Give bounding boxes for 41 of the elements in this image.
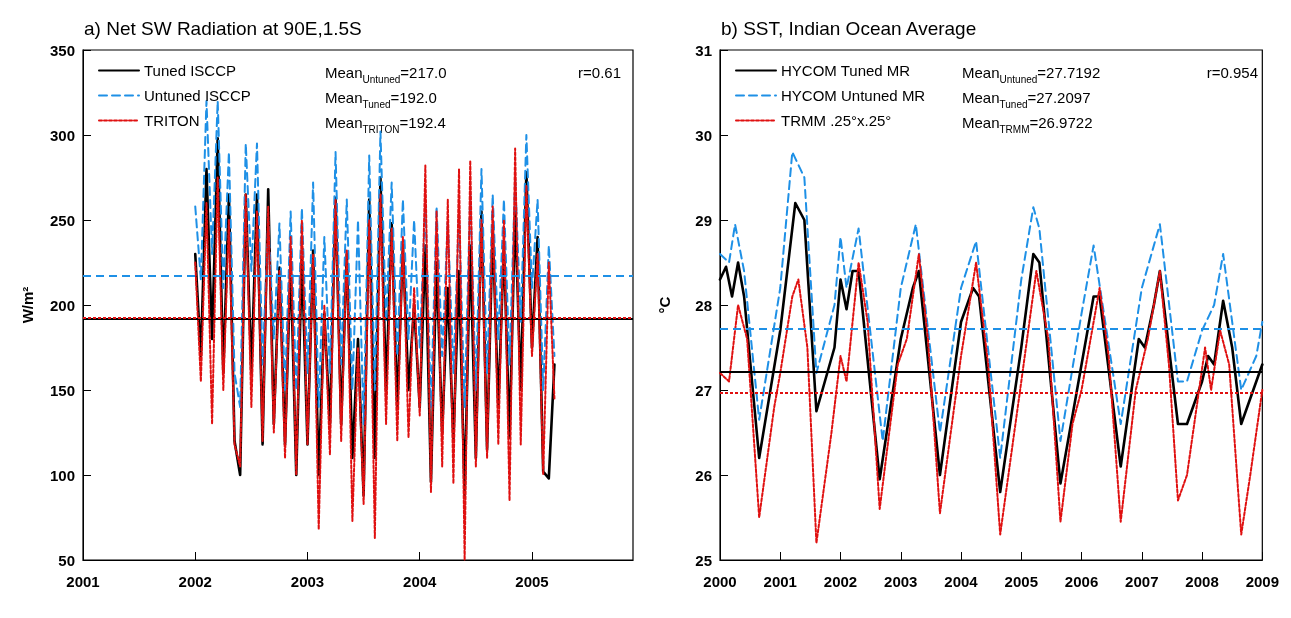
x-tick-label: 2009 — [1245, 573, 1279, 590]
y-tick-label: 31 — [695, 41, 712, 59]
legend-label: TRMM .25°x.25° — [781, 112, 892, 129]
legend-label: Tuned ISCCP — [144, 62, 236, 79]
x-tick-label: 2005 — [515, 573, 549, 590]
y-tick-label: 28 — [695, 296, 712, 314]
x-tick-label: 2001 — [66, 573, 100, 590]
annotation: r=0.954 — [1206, 64, 1258, 81]
chart-title: b) SST, Indian Ocean Average — [721, 18, 977, 39]
y-tick-label: 25 — [695, 551, 712, 569]
legend-label: TRITON — [144, 112, 200, 129]
x-tick-label: 2007 — [1125, 573, 1159, 590]
x-tick-label: 2002 — [178, 573, 212, 590]
annotation: r=0.61 — [578, 64, 621, 81]
legend-label: Untuned ISCCP — [144, 87, 251, 104]
x-tick-label: 2005 — [1004, 573, 1038, 590]
y-axis-title: W/m² — [19, 286, 36, 324]
y-tick-label: 30 — [695, 126, 712, 144]
chart-title: a) Net SW Radiation at 90E,1.5S — [84, 18, 362, 39]
x-tick-label: 2003 — [884, 573, 918, 590]
y-tick-label: 29 — [695, 211, 712, 229]
y-tick-label: 150 — [49, 381, 75, 399]
y-tick-label: 200 — [49, 296, 75, 314]
x-tick-label: 2004 — [944, 573, 979, 590]
y-axis-title: °C — [656, 296, 673, 314]
x-tick-label: 2001 — [763, 573, 797, 590]
y-tick-label: 27 — [695, 381, 712, 399]
x-tick-label: 2008 — [1185, 573, 1219, 590]
x-tick-label: 2002 — [823, 573, 858, 590]
x-tick-label: 2004 — [403, 573, 438, 590]
y-tick-label: 26 — [695, 466, 712, 484]
legend-label: HYCOM Tuned MR — [781, 62, 911, 79]
y-tick-label: 250 — [49, 211, 75, 229]
x-tick-label: 2000 — [703, 573, 737, 590]
y-tick-label: 300 — [49, 126, 75, 144]
x-tick-label: 2003 — [290, 573, 325, 590]
y-tick-label: 50 — [58, 551, 75, 569]
x-tick-label: 2006 — [1064, 573, 1099, 590]
y-tick-label: 350 — [49, 41, 75, 59]
y-tick-label: 100 — [49, 466, 75, 484]
legend-label: HYCOM Untuned MR — [781, 87, 926, 104]
